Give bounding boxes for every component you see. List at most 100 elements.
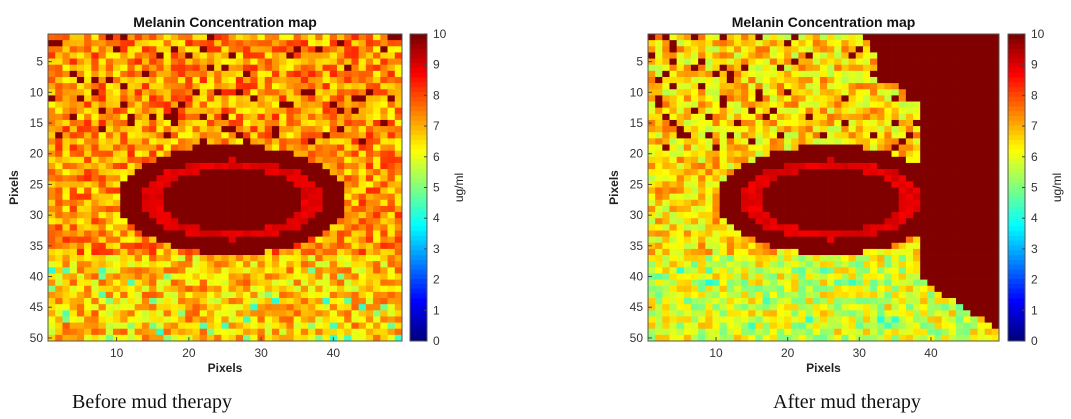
heatmap-cell — [776, 212, 785, 219]
colorbar-segment — [410, 77, 427, 83]
heatmap-cell — [920, 40, 928, 47]
heatmap-cell — [55, 242, 63, 250]
heatmap-cell — [963, 144, 971, 152]
heatmap-cell — [170, 224, 179, 231]
heatmap-cell — [963, 138, 971, 145]
heatmap-cell — [726, 230, 735, 237]
heatmap-cell — [293, 119, 302, 127]
heatmap-cell — [648, 40, 656, 47]
heatmap-cell — [243, 322, 251, 330]
heatmap-cell — [791, 175, 799, 182]
heatmap-cell — [228, 212, 237, 219]
heatmap-cell — [257, 248, 266, 256]
heatmap-cell — [948, 187, 957, 194]
heatmap-cell — [279, 267, 287, 274]
heatmap-cell — [733, 255, 742, 262]
heatmap-cell — [199, 328, 208, 336]
heatmap-cell — [970, 169, 978, 176]
heatmap-cell — [286, 138, 294, 145]
heatmap-cell — [963, 199, 971, 207]
heatmap-cell — [877, 242, 885, 250]
heatmap-cell — [271, 205, 280, 213]
heatmap-cell — [286, 150, 294, 158]
heatmap-cell — [712, 218, 720, 225]
heatmap-cell — [755, 162, 763, 170]
heatmap-cell — [956, 64, 964, 72]
heatmap-cell — [300, 175, 309, 182]
heatmap-cell — [791, 279, 799, 287]
heatmap-cell — [741, 298, 749, 305]
heatmap-cell — [913, 285, 921, 293]
heatmap-cell — [336, 212, 345, 219]
heatmap-cell — [855, 316, 864, 323]
heatmap-cell — [655, 83, 663, 90]
heatmap-cell — [221, 126, 229, 133]
heatmap-cell — [373, 193, 381, 201]
colorbar-segment — [410, 230, 427, 236]
heatmap-cell — [812, 218, 821, 225]
heatmap-cell — [848, 224, 857, 231]
heatmap-cell — [257, 107, 266, 115]
heatmap-cell — [812, 298, 821, 305]
heatmap-cell — [690, 175, 699, 182]
heatmap-cell — [141, 187, 150, 194]
heatmap-cell — [243, 58, 251, 66]
heatmap-cell — [141, 298, 150, 305]
heatmap-cell — [84, 181, 92, 188]
heatmap-cell — [762, 218, 771, 225]
heatmap-cell — [279, 76, 287, 84]
heatmap-cell — [380, 212, 388, 219]
heatmap-cell — [48, 113, 56, 121]
heatmap-cell — [228, 316, 237, 323]
heatmap-cell — [308, 40, 316, 47]
heatmap-cell — [884, 304, 892, 311]
heatmap-cell — [134, 150, 143, 158]
heatmap-cell — [776, 101, 785, 109]
heatmap-cell — [712, 310, 720, 317]
heatmap-cell — [941, 156, 950, 164]
heatmap-cell — [877, 291, 885, 299]
heatmap-cell — [113, 70, 121, 78]
heatmap-cell — [322, 291, 331, 299]
heatmap-cell — [329, 107, 338, 115]
colorbar-tick-label: 1 — [433, 303, 440, 317]
heatmap-cell — [726, 255, 735, 262]
heatmap-cell — [819, 119, 828, 127]
heatmap-cell — [927, 119, 935, 127]
heatmap-cell — [98, 107, 107, 115]
heatmap-cell — [719, 119, 728, 127]
heatmap-cell — [358, 236, 367, 244]
heatmap-cell — [719, 70, 728, 78]
heatmap-cell — [891, 316, 900, 323]
heatmap-cell — [891, 52, 900, 59]
heatmap-cell — [784, 298, 792, 305]
heatmap-cell — [250, 187, 258, 194]
heatmap-cell — [134, 76, 143, 84]
heatmap-cell — [279, 46, 287, 53]
heatmap-cell — [250, 113, 258, 121]
heatmap-cell — [380, 279, 388, 287]
heatmap-cell — [762, 322, 771, 330]
heatmap-cell — [855, 255, 864, 262]
heatmap-cell — [62, 89, 71, 96]
heatmap-cell — [344, 52, 352, 59]
heatmap-cell — [934, 236, 943, 244]
heatmap-cell — [705, 193, 713, 201]
heatmap-cell — [862, 224, 871, 231]
heatmap-cell — [329, 119, 338, 127]
heatmap-cell — [235, 187, 244, 194]
heatmap-cell — [755, 83, 763, 90]
heatmap-cell — [250, 298, 258, 305]
colorbar-segment — [410, 38, 427, 44]
colorbar-segment — [410, 297, 427, 304]
heatmap-cell — [84, 212, 92, 219]
heatmap-cell — [798, 52, 806, 59]
heatmap-cell — [178, 236, 186, 244]
heatmap-cell — [69, 316, 78, 323]
heatmap-cell — [358, 304, 367, 311]
heatmap-cell — [214, 242, 222, 250]
heatmap-cell — [69, 119, 78, 127]
heatmap-cell — [91, 150, 99, 158]
heatmap-cell — [235, 119, 244, 127]
heatmap-cell — [762, 76, 771, 84]
